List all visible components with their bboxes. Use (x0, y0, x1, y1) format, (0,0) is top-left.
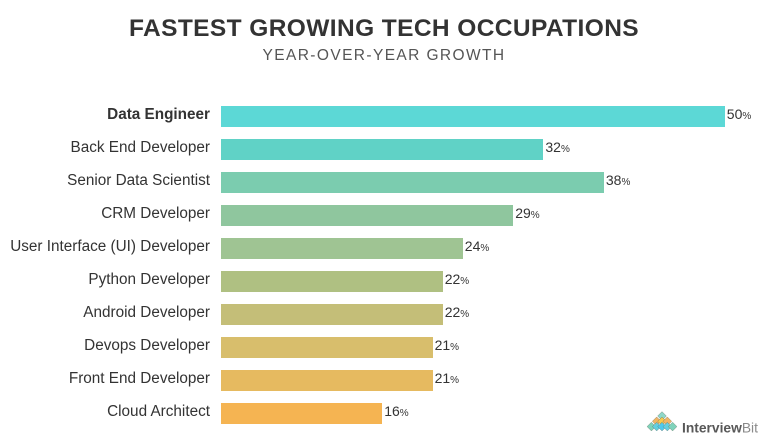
svg-text:InterviewBit: InterviewBit (682, 420, 758, 435)
